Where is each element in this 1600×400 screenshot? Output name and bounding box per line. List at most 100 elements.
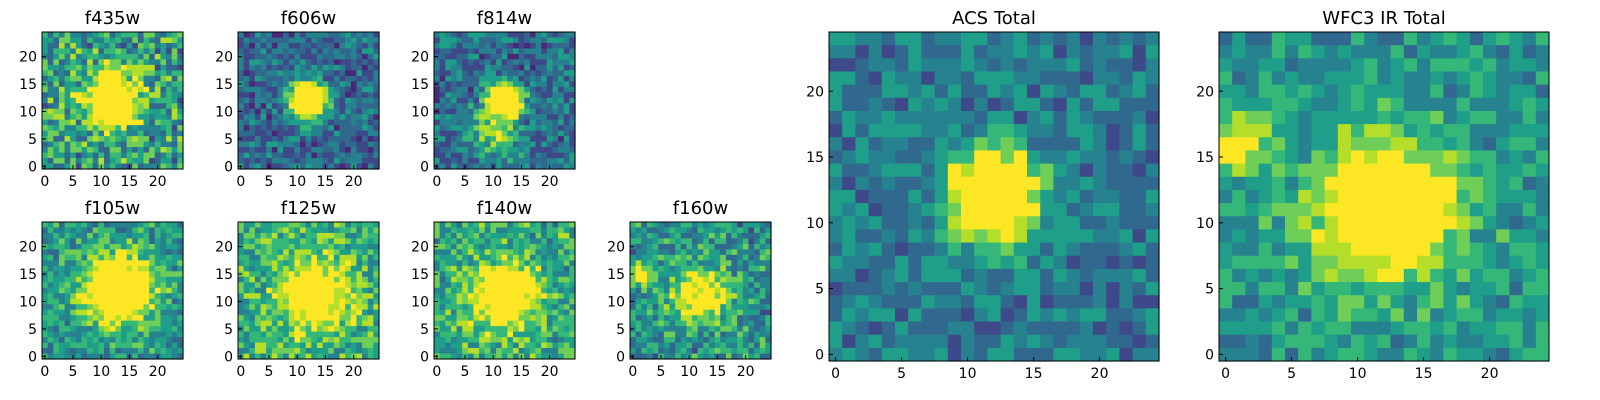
heatmap-cell <box>120 59 128 66</box>
heatmap-cell <box>166 282 173 289</box>
heatmap-cell <box>104 342 111 349</box>
heatmap-cell <box>92 287 99 294</box>
heatmap-cell <box>120 53 128 60</box>
heatmap-cell <box>271 119 279 126</box>
heatmap-cell <box>238 337 245 344</box>
heatmap-cell <box>708 287 716 294</box>
heatmap-cell <box>345 42 352 50</box>
heatmap-cell <box>260 249 267 256</box>
heatmap-cell <box>1079 32 1094 46</box>
heatmap-cell <box>563 276 570 283</box>
heatmap-cell <box>53 287 60 294</box>
heatmap-cell <box>109 86 116 93</box>
heatmap-cell <box>541 48 548 55</box>
heatmap-cell <box>143 64 150 71</box>
heatmap-cell <box>81 103 88 110</box>
heatmap-cell <box>98 271 105 278</box>
heatmap-cell <box>765 243 772 250</box>
heatmap-cell <box>697 315 704 322</box>
heatmap-cell <box>356 114 363 121</box>
heatmap-cell <box>126 222 133 229</box>
y-tick-label: 0 <box>28 349 37 365</box>
heatmap-cell <box>58 92 66 99</box>
heatmap-cell <box>714 227 721 234</box>
heatmap-cell <box>64 114 71 121</box>
heatmap-cell <box>881 150 896 165</box>
heatmap-f125w <box>238 222 380 360</box>
heatmap-cell <box>541 309 548 316</box>
x-tick-label: 0 <box>432 364 441 380</box>
heatmap-cell <box>243 232 250 240</box>
heatmap-cell <box>356 304 363 311</box>
heatmap-cell <box>92 119 99 126</box>
heatmap-cell <box>260 53 267 60</box>
heatmap-cell <box>1119 110 1134 125</box>
heatmap-cell <box>541 326 548 333</box>
heatmap-cell <box>58 254 66 261</box>
heatmap-cell <box>305 320 312 327</box>
heatmap-cell <box>70 254 77 261</box>
heatmap-cell <box>294 243 301 250</box>
heatmap-cell <box>552 260 559 267</box>
heatmap-cell <box>546 260 554 267</box>
heatmap-cell <box>563 53 570 60</box>
heatmap-cell <box>546 320 554 327</box>
heatmap-cell <box>294 59 301 66</box>
heatmap-cell <box>42 227 49 234</box>
heatmap-cell <box>703 320 710 327</box>
heatmap-cell <box>249 293 256 300</box>
heatmap-cell <box>47 348 54 355</box>
heatmap-cell <box>64 42 71 50</box>
heatmap-cell <box>484 163 491 170</box>
heatmap-cell <box>311 130 318 137</box>
heatmap-cell <box>450 42 458 50</box>
heatmap-cell <box>462 227 469 234</box>
heatmap-cell <box>725 282 733 289</box>
heatmap-cell <box>367 114 374 121</box>
heatmap-cell <box>126 227 133 234</box>
heatmap-cell <box>177 158 184 165</box>
heatmap-cell <box>356 37 363 44</box>
heatmap-cell <box>1066 84 1081 99</box>
heatmap-cell <box>64 337 71 344</box>
heatmap-cell <box>98 59 105 66</box>
heatmap-cell <box>149 64 156 71</box>
heatmap-cell <box>137 260 145 267</box>
heatmap-cell <box>518 304 525 311</box>
heatmap-cell <box>109 97 116 104</box>
heatmap-cell <box>1132 84 1147 99</box>
heatmap-cell <box>109 232 116 240</box>
heatmap-cell <box>115 271 122 278</box>
heatmap-cell <box>512 227 520 234</box>
heatmap-cell <box>294 125 301 132</box>
heatmap-cell <box>529 326 537 333</box>
heatmap-cell <box>132 282 139 289</box>
heatmap-cell <box>288 125 295 132</box>
heatmap-cell <box>87 315 94 322</box>
heatmap-cell <box>243 260 250 267</box>
heatmap-cell <box>288 152 295 159</box>
heatmap-cell <box>177 232 184 240</box>
heatmap-cell <box>132 243 139 250</box>
heatmap-cell <box>445 70 452 77</box>
heatmap-cell <box>160 53 167 60</box>
heatmap-cell <box>249 81 256 88</box>
heatmap-cell <box>277 287 284 294</box>
heatmap-cell <box>177 243 184 250</box>
heatmap-cell <box>87 342 94 349</box>
heatmap-cell <box>496 81 503 88</box>
heatmap-cell <box>490 152 497 159</box>
heatmap-cell <box>462 141 469 148</box>
heatmap-cell <box>552 309 559 316</box>
heatmap-cell <box>456 163 463 170</box>
heatmap-cell <box>171 86 178 93</box>
heatmap-cell <box>350 254 358 261</box>
heatmap-cell <box>434 222 441 229</box>
heatmap-cell <box>445 147 452 154</box>
x-tick-label: 5 <box>461 174 470 190</box>
heatmap-cell <box>132 326 139 333</box>
heatmap-cell <box>731 315 738 322</box>
heatmap-f606w <box>238 32 380 170</box>
heatmap-cell <box>356 342 363 349</box>
heatmap-cell <box>895 71 909 86</box>
